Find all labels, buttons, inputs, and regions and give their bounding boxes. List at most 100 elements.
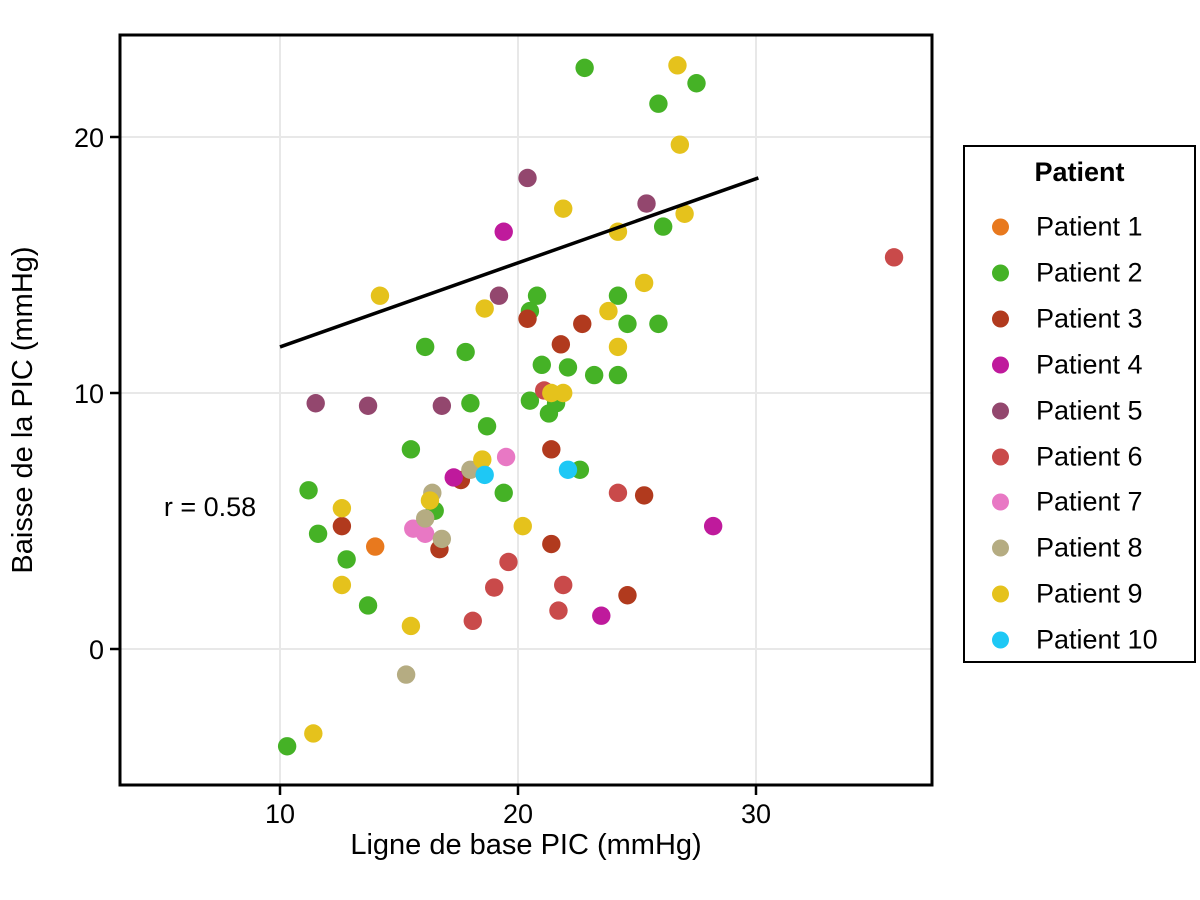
legend-item: Patient 1 — [965, 210, 1194, 244]
data-point — [884, 248, 904, 267]
data-point — [549, 601, 568, 620]
legend-marker-icon — [992, 310, 1009, 328]
legend-item-label: Patient 7 — [1036, 486, 1143, 517]
data-point — [520, 391, 540, 410]
data-point — [489, 286, 509, 305]
data-point — [332, 499, 352, 518]
legend-item-label: Patient 4 — [1036, 349, 1143, 380]
legend-title: Patient — [1034, 157, 1125, 187]
data-point — [618, 586, 637, 605]
data-point — [463, 611, 482, 631]
data-point — [527, 286, 547, 305]
data-point — [542, 534, 561, 554]
legend-item: Patient 6 — [965, 440, 1194, 474]
correlation-annotation: r = 0.58 — [164, 492, 256, 522]
data-point — [599, 301, 618, 321]
legend-item: Patient 3 — [965, 302, 1194, 336]
data-point — [415, 524, 435, 543]
y-tick-label: 10 — [74, 379, 104, 409]
data-point — [277, 737, 297, 756]
legend-item-label: Patient 9 — [1036, 578, 1143, 609]
data-point — [608, 337, 628, 357]
legend-marker-icon — [992, 264, 1009, 282]
data-point — [396, 665, 416, 684]
axis-ticks: 10 20 30 0 10 20 — [74, 123, 771, 829]
data-point — [532, 355, 551, 375]
data-point — [558, 460, 578, 479]
data-point — [461, 460, 480, 479]
data-point — [415, 509, 435, 528]
data-point — [675, 204, 694, 223]
data-point — [473, 450, 492, 469]
legend-item-label: Patient 10 — [1036, 624, 1158, 655]
legend-item: Patient 9 — [965, 577, 1194, 611]
legend-marker-icon — [992, 631, 1009, 649]
y-tick-label: 20 — [74, 123, 104, 153]
data-point — [332, 575, 352, 595]
data-point — [554, 199, 573, 218]
data-point — [299, 481, 318, 500]
data-point — [358, 396, 378, 415]
data-point — [499, 552, 518, 572]
data-point — [477, 417, 497, 436]
data-point — [444, 468, 463, 487]
data-point — [539, 404, 559, 423]
data-point — [554, 575, 573, 595]
legend-item: Patient 2 — [965, 256, 1194, 290]
data-point — [496, 447, 516, 467]
data-point — [475, 299, 494, 318]
legend-item-label: Patient 8 — [1036, 532, 1143, 563]
data-point — [687, 74, 706, 93]
legend-marker-icon — [992, 493, 1009, 511]
data-point — [513, 516, 532, 536]
data-point — [494, 222, 513, 241]
data-point — [668, 56, 687, 75]
data-point — [649, 94, 668, 113]
x-tick-label: 20 — [503, 799, 533, 829]
legend-item-label: Patient 6 — [1036, 441, 1143, 471]
data-point — [608, 286, 628, 305]
data-point — [337, 550, 356, 569]
data-point — [306, 394, 325, 413]
data-point — [485, 578, 504, 597]
x-tick-label: 10 — [265, 799, 295, 829]
gridlines — [120, 35, 932, 785]
data-point — [649, 314, 668, 334]
data-point — [542, 440, 561, 459]
legend-item: Patient 8 — [965, 531, 1194, 565]
data-point — [432, 396, 452, 415]
data-point — [358, 596, 378, 615]
data-point — [456, 342, 475, 362]
data-point — [551, 335, 571, 354]
x-tick-label: 30 — [741, 799, 771, 829]
legend-marker-icon — [992, 218, 1009, 236]
legend: Patient Patient 1 Patient 2 Patient 3 Patie… — [963, 145, 1196, 663]
legend-item-label: Patient 5 — [1036, 395, 1143, 426]
data-point — [401, 616, 421, 636]
legend-marker-icon — [992, 356, 1009, 374]
data-point — [401, 440, 421, 459]
data-point — [573, 314, 592, 334]
legend-marker-icon — [992, 585, 1009, 603]
data-point — [370, 286, 390, 305]
data-point — [494, 483, 513, 503]
data-point — [332, 516, 352, 536]
legend-item: Patient 7 — [965, 485, 1194, 519]
data-point — [608, 365, 628, 385]
legend-marker-icon — [992, 448, 1009, 465]
data-point — [304, 724, 323, 743]
data-point — [420, 491, 440, 510]
legend-item-label: Patient 1 — [1036, 211, 1143, 242]
legend-item: Patient 5 — [965, 394, 1194, 428]
y-tick-label: 0 — [89, 635, 104, 665]
data-point — [608, 483, 628, 503]
data-point — [575, 58, 594, 78]
legend-marker-icon — [992, 539, 1009, 557]
data-point — [703, 516, 723, 536]
legend-marker-icon — [992, 402, 1009, 420]
data-point — [308, 524, 328, 543]
y-axis-label: Baisse de la PIC (mmHg) — [7, 246, 39, 573]
data-point — [432, 529, 452, 549]
data-point — [366, 537, 385, 556]
plot-panel-border — [118, 33, 934, 787]
